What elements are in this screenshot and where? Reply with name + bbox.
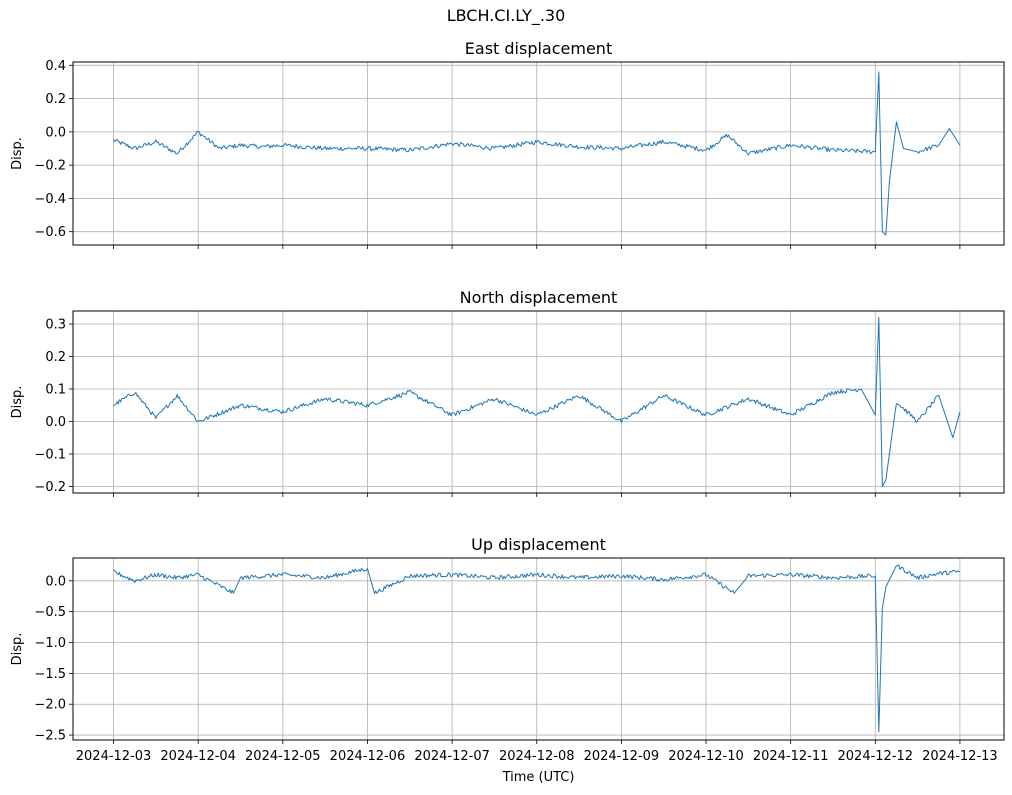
y-tick-label: −0.4 [34, 192, 66, 207]
y-tick-label: −0.2 [34, 159, 66, 174]
x-tick-label: 2024-12-11 [753, 749, 829, 764]
axes-frame [72, 557, 1005, 741]
x-tick-label: 2024-12-13 [922, 749, 998, 764]
y-tick-label: −2.0 [34, 698, 66, 713]
y-tick-label: −1.0 [34, 636, 66, 651]
subplot-title: North displacement [460, 288, 618, 307]
subplot-title: Up displacement [471, 535, 606, 554]
axes-frame [72, 61, 1005, 246]
y-axis-label: Disp. [10, 633, 25, 666]
y-tick-label: 0.0 [45, 415, 66, 430]
x-tick-label: 2024-12-05 [245, 749, 321, 764]
x-axis-label: Time (UTC) [502, 770, 575, 785]
y-tick-label: 0.3 [45, 318, 66, 333]
x-tick-label: 2024-12-03 [76, 749, 152, 764]
x-tick-label: 2024-12-04 [160, 749, 236, 764]
series-line [113, 564, 960, 733]
y-tick-label: 0.2 [45, 92, 66, 107]
x-tick-label: 2024-12-08 [499, 749, 575, 764]
y-tick-label: −0.1 [34, 448, 66, 463]
y-axis-label: Disp. [10, 386, 25, 419]
subplot-title: East displacement [465, 39, 612, 58]
series-line [113, 71, 961, 236]
y-tick-label: −0.2 [34, 480, 66, 495]
x-tick-label: 2024-12-09 [584, 749, 660, 764]
y-tick-label: 0.4 [45, 59, 66, 74]
series-line [113, 317, 961, 487]
y-tick-label: −0.5 [34, 605, 66, 620]
x-tick-label: 2024-12-07 [414, 749, 490, 764]
axes-frame [72, 310, 1005, 494]
y-tick-label: −0.6 [34, 225, 66, 240]
y-tick-label: 0.2 [45, 350, 66, 365]
y-tick-label: −1.5 [34, 667, 66, 682]
figure-suptitle: LBCH.CI.LY_.30 [446, 6, 566, 25]
y-tick-label: 0.0 [45, 125, 66, 140]
y-tick-label: 0.0 [45, 574, 66, 589]
x-tick-label: 2024-12-10 [668, 749, 744, 764]
x-tick-label: 2024-12-12 [838, 749, 914, 764]
x-tick-label: 2024-12-06 [330, 749, 406, 764]
y-axis-label: Disp. [10, 137, 25, 170]
y-tick-label: −2.5 [34, 729, 66, 744]
y-tick-label: 0.1 [45, 383, 66, 398]
